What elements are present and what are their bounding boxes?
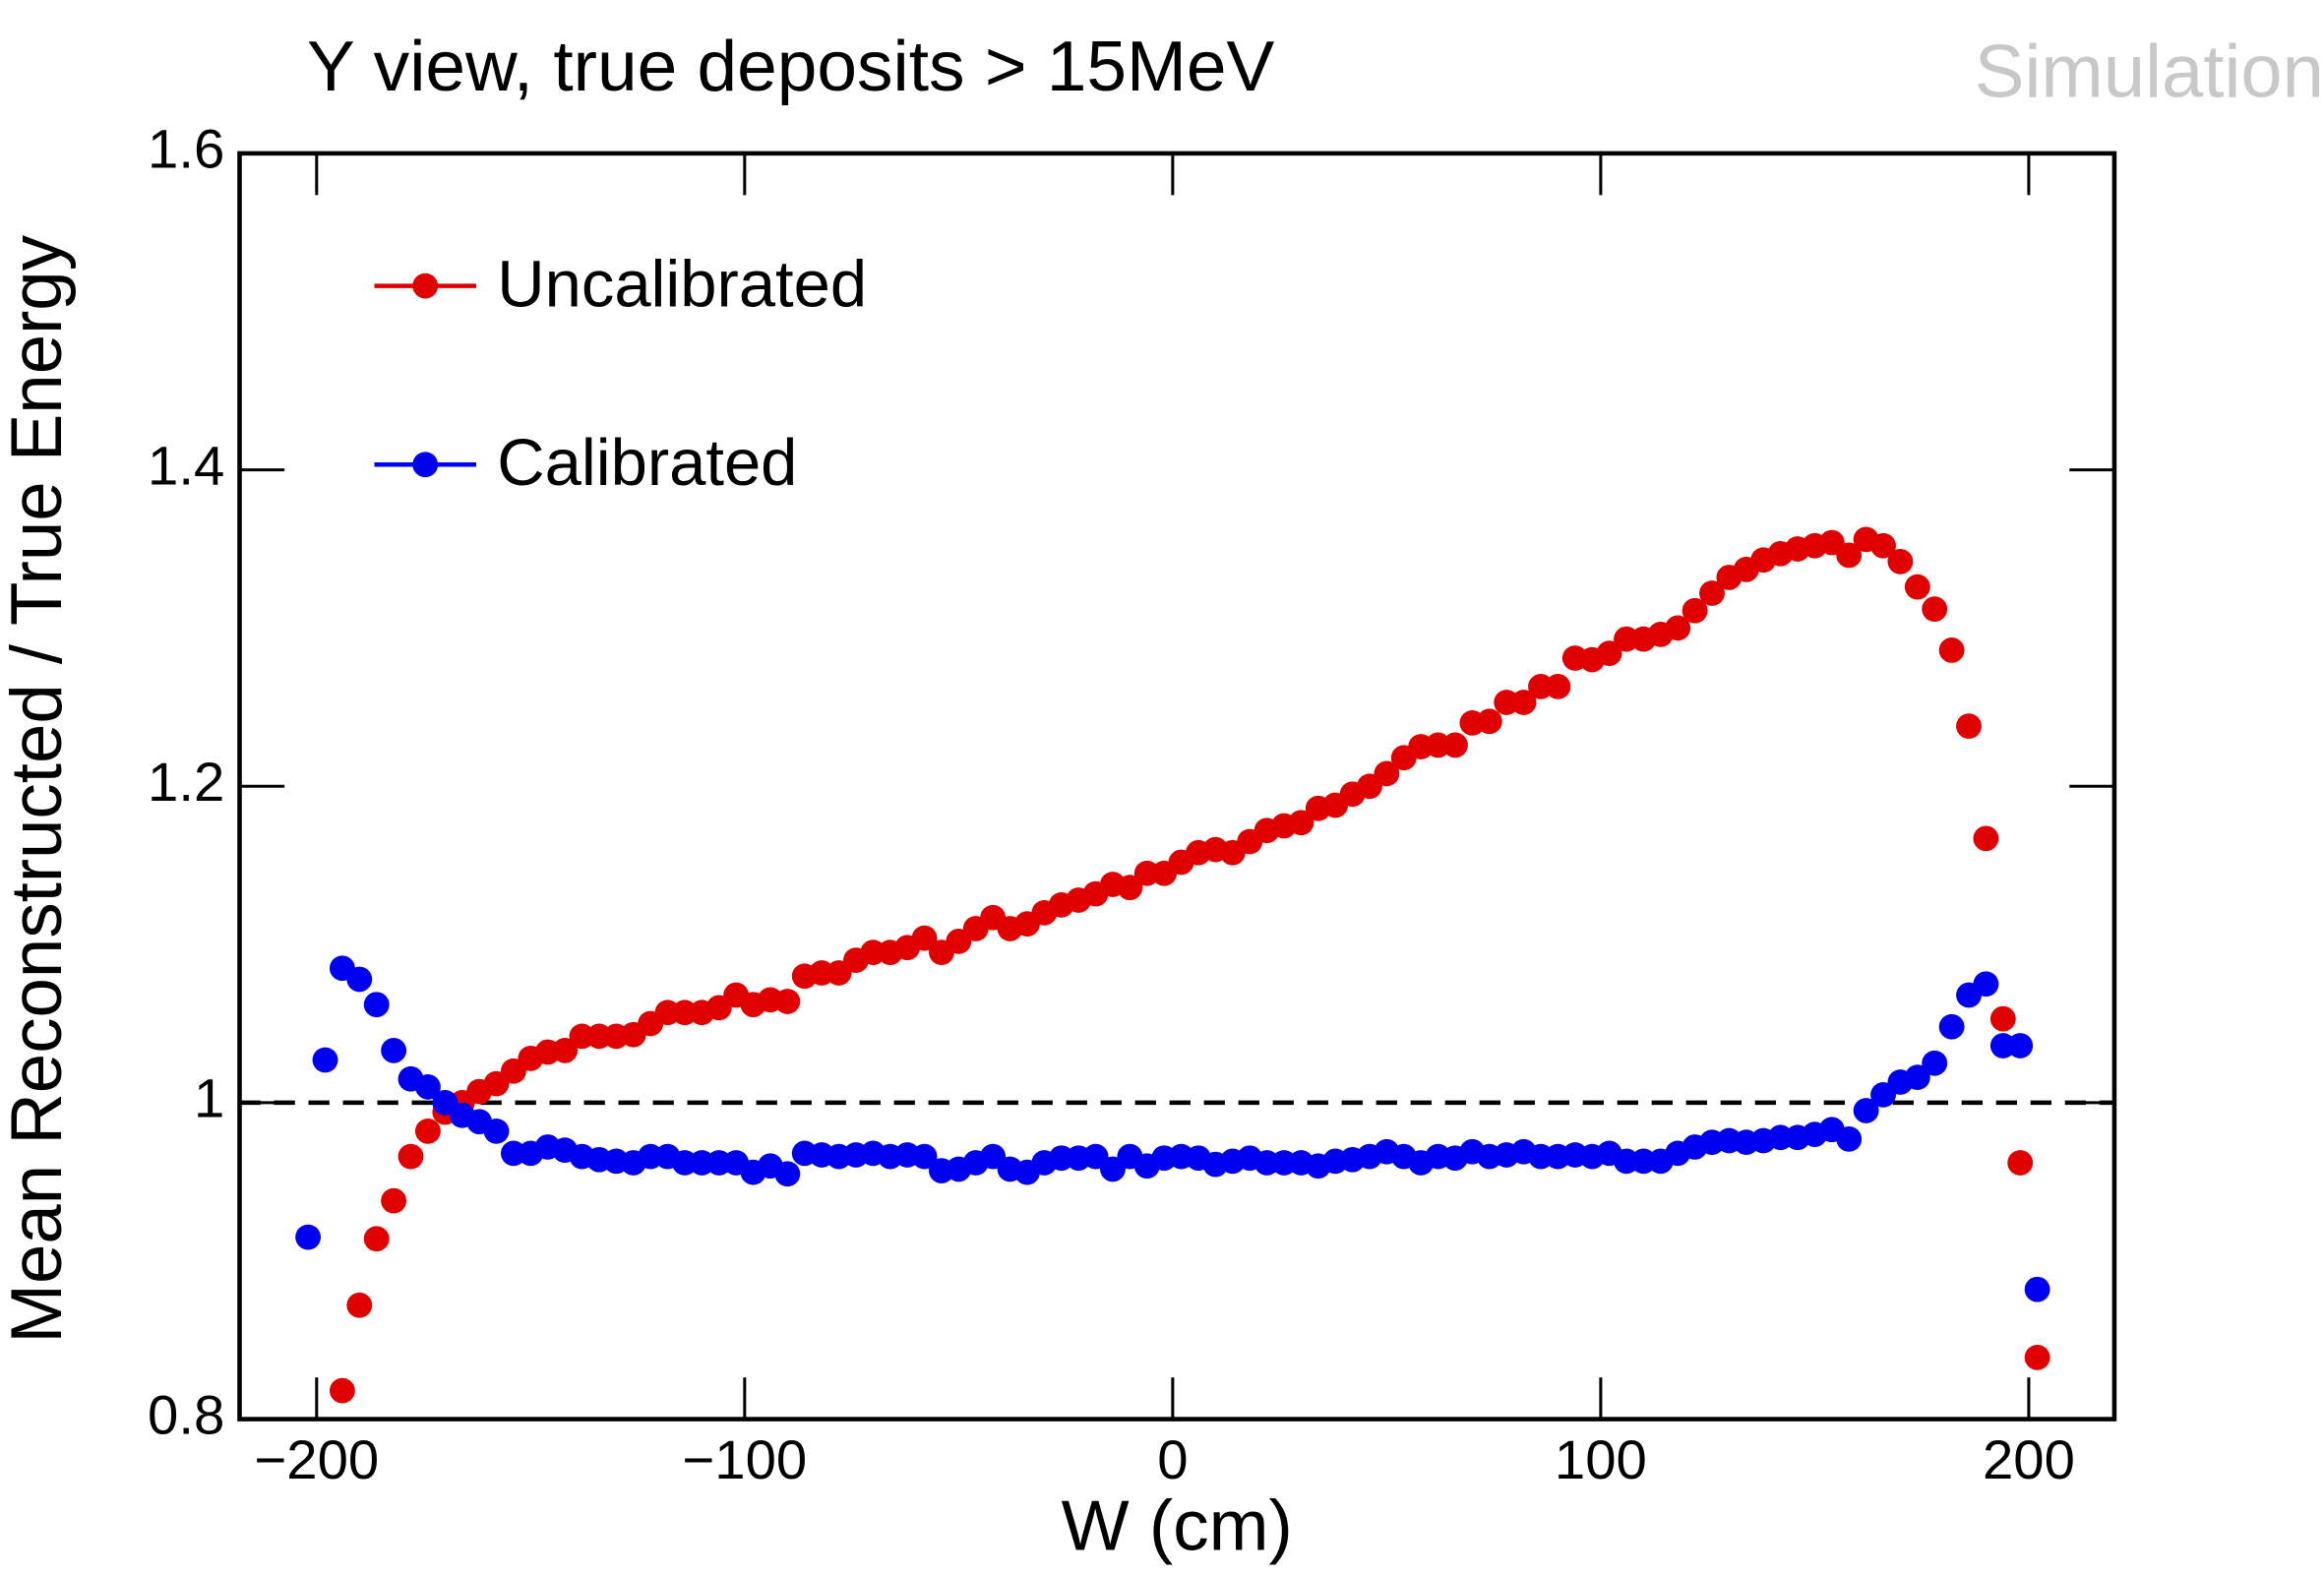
data-point <box>1904 574 1930 600</box>
data-point <box>1545 674 1571 699</box>
y-tick-label: 1 <box>194 1067 224 1129</box>
x-tick-label: 100 <box>1555 1428 1647 1490</box>
y-axis-label: Mean Reconstructed / True Energy <box>0 234 77 1343</box>
legend-marker <box>412 272 439 299</box>
data-point <box>1853 1098 1879 1123</box>
data-point <box>1665 615 1691 641</box>
data-point <box>2007 1033 2034 1059</box>
data-point <box>911 1143 938 1170</box>
data-point <box>1288 810 1315 836</box>
x-tick-label: −200 <box>254 1428 379 1490</box>
data-point <box>1374 760 1400 787</box>
data-point <box>1596 640 1622 667</box>
data-point <box>1922 1050 1948 1076</box>
data-point <box>1836 1126 1863 1152</box>
data-point <box>1476 708 1502 735</box>
data-point <box>774 989 801 1014</box>
data-point <box>1973 971 1999 998</box>
data-point <box>1904 1064 1930 1091</box>
data-point <box>363 1226 390 1252</box>
data-point <box>1870 532 1896 559</box>
data-point <box>381 1187 407 1214</box>
data-point <box>398 1143 424 1170</box>
data-point <box>1922 596 1948 622</box>
data-point <box>1956 713 1982 739</box>
data-point <box>2007 1150 2034 1176</box>
data-point <box>346 1292 373 1318</box>
data-point <box>2024 1344 2050 1370</box>
data-point <box>312 1047 338 1073</box>
x-axis-label: W (cm) <box>1062 1485 1293 1565</box>
data-point <box>552 1037 579 1063</box>
data-point <box>1682 597 1708 624</box>
data-point <box>1938 1013 1965 1040</box>
data-point <box>1938 637 1965 663</box>
data-point <box>1117 875 1143 901</box>
data-point <box>363 992 390 1018</box>
data-point <box>774 1161 801 1187</box>
x-tick-label: −100 <box>682 1428 807 1490</box>
data-point <box>414 1073 441 1100</box>
data-point <box>483 1118 510 1144</box>
simulation-label: Simulation <box>1975 30 2324 114</box>
data-point <box>1887 548 1914 575</box>
x-tick-label: 200 <box>1983 1428 2075 1490</box>
y-tick-label: 0.8 <box>148 1383 224 1445</box>
y-tick-label: 1.2 <box>148 751 224 813</box>
data-point <box>346 966 373 993</box>
data-point <box>1442 732 1468 758</box>
data-point <box>1989 1005 2016 1032</box>
data-point <box>414 1118 441 1144</box>
data-point <box>911 925 938 951</box>
data-point <box>381 1037 407 1063</box>
data-point <box>1510 690 1537 715</box>
data-point <box>1699 580 1725 606</box>
legend-label: Uncalibrated <box>497 248 867 321</box>
x-tick-label: 0 <box>1157 1428 1188 1490</box>
legend-marker <box>412 452 439 478</box>
data-point <box>295 1224 322 1250</box>
chart-title: Y view, true deposits > 15MeV <box>307 27 1275 106</box>
data-point <box>1836 542 1863 569</box>
legend-label: Calibrated <box>497 427 797 500</box>
data-point <box>2024 1276 2050 1302</box>
plot-frame <box>237 151 2117 1422</box>
data-point <box>329 1377 355 1404</box>
y-tick-label: 1.4 <box>148 435 224 497</box>
y-tick-label: 1.6 <box>148 118 224 180</box>
data-point <box>1973 825 1999 852</box>
